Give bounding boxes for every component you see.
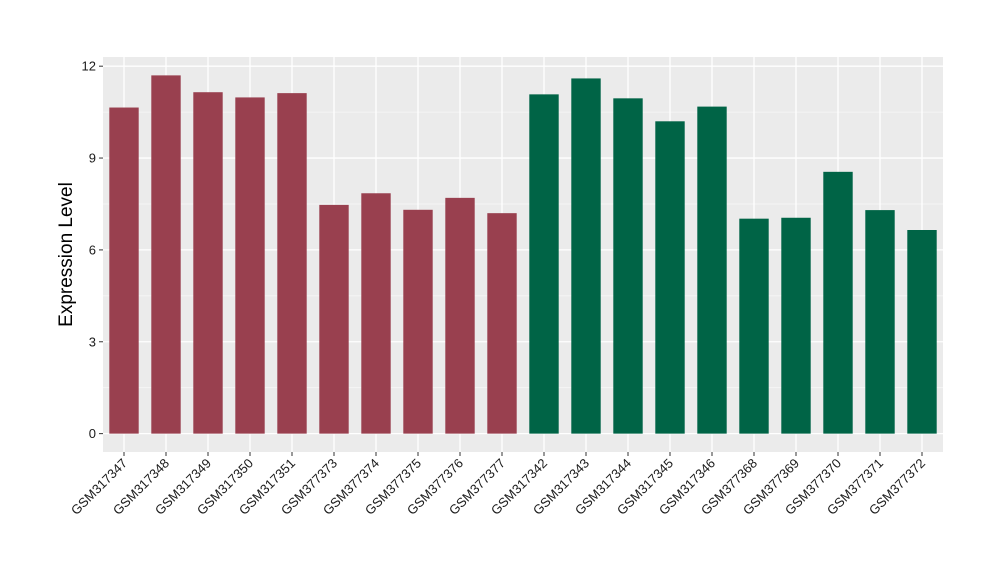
y-tick-label: 3 bbox=[89, 334, 96, 349]
y-tick-label: 0 bbox=[89, 426, 96, 441]
bar-gsm377375 bbox=[403, 209, 433, 434]
bar-gsm377368 bbox=[739, 218, 769, 434]
bar-gsm317350 bbox=[235, 97, 265, 434]
bar-gsm317348 bbox=[151, 75, 181, 434]
plot-panel bbox=[103, 57, 943, 452]
y-tick-label: 12 bbox=[82, 59, 96, 74]
bar-gsm377373 bbox=[319, 204, 349, 434]
bar-gsm317344 bbox=[613, 98, 643, 434]
bar-gsm317349 bbox=[193, 92, 223, 434]
bar-gsm377370 bbox=[823, 171, 853, 434]
bar-gsm377377 bbox=[487, 213, 517, 434]
bar-gsm377376 bbox=[445, 197, 475, 434]
bars bbox=[109, 75, 937, 434]
y-tick-label: 6 bbox=[89, 242, 96, 257]
y-tick-label: 9 bbox=[89, 151, 96, 166]
y-axis-title: Expression Level bbox=[56, 182, 77, 327]
bar-gsm317345 bbox=[655, 121, 685, 434]
bar-gsm317346 bbox=[697, 106, 727, 434]
bar-gsm317351 bbox=[277, 93, 307, 434]
x-axis: GSM317347GSM317348GSM317349GSM317350GSM3… bbox=[68, 452, 928, 518]
bar-gsm377371 bbox=[865, 210, 895, 434]
bar-gsm317343 bbox=[571, 78, 601, 434]
bar-gsm317342 bbox=[529, 94, 559, 434]
bar-gsm377369 bbox=[781, 217, 811, 434]
y-axis: 0 3 6 9 12 bbox=[82, 59, 103, 441]
bar-gsm377374 bbox=[361, 193, 391, 434]
bar-gsm317347 bbox=[109, 107, 139, 434]
bar-gsm377372 bbox=[907, 230, 937, 434]
